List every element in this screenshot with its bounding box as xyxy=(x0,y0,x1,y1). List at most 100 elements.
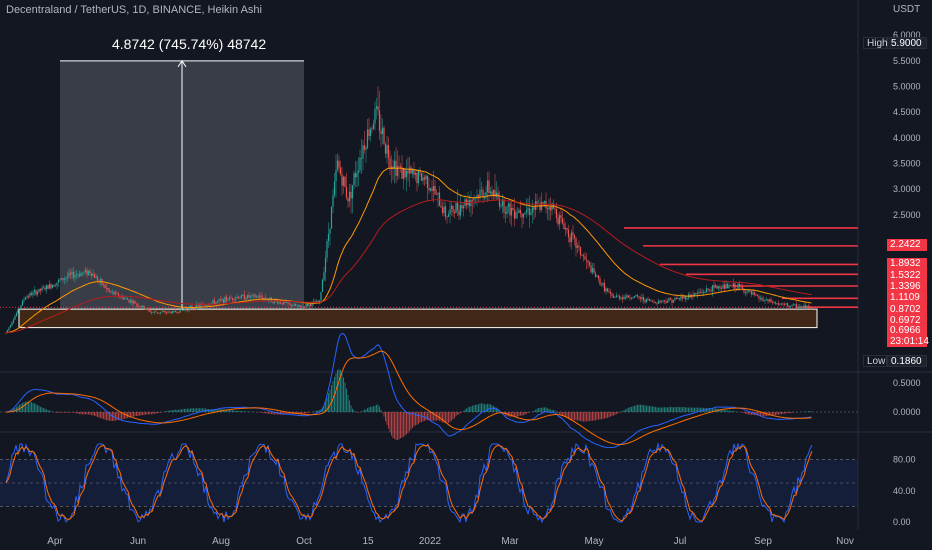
candle-body xyxy=(659,300,661,303)
candle-body xyxy=(144,308,147,310)
candle-body xyxy=(686,298,688,300)
candle-body xyxy=(501,199,504,206)
candle-body xyxy=(539,203,541,211)
candle-body xyxy=(647,298,649,300)
candle-body xyxy=(198,305,201,307)
signal-line xyxy=(6,350,812,445)
candle-body xyxy=(510,207,513,216)
candle-body xyxy=(569,237,571,243)
candle-body xyxy=(156,312,159,314)
candle-body xyxy=(230,297,232,299)
candle-body xyxy=(420,172,423,181)
candle-body xyxy=(725,284,727,289)
candle-body xyxy=(798,306,801,308)
candle-body xyxy=(620,297,622,299)
candle-body xyxy=(234,297,237,300)
candle-body xyxy=(407,170,409,174)
ema-slow-line xyxy=(5,199,812,334)
candle-body xyxy=(311,302,313,307)
candle-body xyxy=(129,300,132,303)
candle-body xyxy=(609,292,612,294)
measure-label: 4.8742 (745.74%) 48742 xyxy=(112,36,267,52)
candle-body xyxy=(87,270,90,275)
candle-body xyxy=(612,295,615,298)
candle-body xyxy=(341,174,343,186)
candle-body xyxy=(41,287,43,291)
candle-body xyxy=(774,302,777,304)
candle-body xyxy=(251,295,253,297)
candle-body xyxy=(38,288,40,292)
candle-body xyxy=(425,175,427,180)
candle-body xyxy=(593,268,595,273)
candle-body xyxy=(426,175,429,188)
ema-fast-line xyxy=(5,167,812,334)
candle-body xyxy=(365,148,367,150)
candle-body xyxy=(437,192,439,195)
candle-body xyxy=(366,129,369,149)
candle-body xyxy=(318,300,321,303)
candle-body xyxy=(587,260,589,263)
candle-body xyxy=(89,270,91,274)
candle-body xyxy=(197,304,199,306)
candle-body xyxy=(500,205,502,207)
candle-body xyxy=(306,304,309,307)
candle-body xyxy=(255,296,258,298)
candle-body xyxy=(504,212,507,214)
candle-body xyxy=(221,299,223,300)
candle-body xyxy=(633,296,636,298)
candle-body xyxy=(605,288,607,292)
candle-body xyxy=(717,286,720,289)
macd-line xyxy=(5,333,812,449)
candle-body xyxy=(252,294,255,296)
x-tick-label: Mar xyxy=(501,536,519,547)
high-value: 5.9000 xyxy=(887,37,927,49)
candle-body xyxy=(59,279,61,281)
candle-body xyxy=(362,145,364,159)
candle-body xyxy=(429,188,432,191)
candle-body xyxy=(773,302,775,304)
candle-body xyxy=(24,297,27,300)
candle-body xyxy=(11,322,13,326)
candle-body xyxy=(254,294,256,298)
stoch-tick-label: 0.00 xyxy=(893,517,911,527)
candle-body xyxy=(134,301,136,304)
candle-body xyxy=(644,300,646,303)
candle-body xyxy=(672,300,675,303)
x-tick-label: Oct xyxy=(296,536,312,547)
candle-body xyxy=(458,210,460,216)
candle-body xyxy=(551,203,553,211)
candle-body xyxy=(26,296,28,298)
candle-body xyxy=(135,303,138,305)
candle-body xyxy=(513,210,516,219)
candle-body xyxy=(380,130,382,134)
candle-body xyxy=(402,168,405,179)
candle-body xyxy=(678,298,681,300)
candle-body xyxy=(546,208,549,210)
stoch-tick-label: 80.00 xyxy=(893,455,916,465)
candle-body xyxy=(567,229,570,238)
candle-body xyxy=(183,309,186,311)
candle-body xyxy=(653,301,655,303)
candle-body xyxy=(387,145,390,159)
candle-body xyxy=(141,305,144,308)
candle-body xyxy=(482,190,484,198)
candle-body xyxy=(182,309,184,311)
candle-body xyxy=(417,171,420,184)
candle-body xyxy=(431,188,433,191)
candle-body xyxy=(566,227,568,230)
candle-body xyxy=(758,296,760,299)
candle-body xyxy=(576,245,579,248)
candle-body xyxy=(777,303,780,305)
candle-body xyxy=(143,305,145,309)
candle-body xyxy=(528,208,531,215)
candle-body xyxy=(104,284,106,288)
candle-body xyxy=(239,297,241,299)
candle-body xyxy=(453,212,456,214)
candle-body xyxy=(153,311,156,313)
candle-body xyxy=(242,294,244,296)
candle-body xyxy=(729,285,732,286)
price-tick-label: 4.5000 xyxy=(893,107,921,117)
measure-arrowhead xyxy=(177,59,187,68)
candle-body xyxy=(338,160,340,168)
candle-body xyxy=(53,285,55,287)
